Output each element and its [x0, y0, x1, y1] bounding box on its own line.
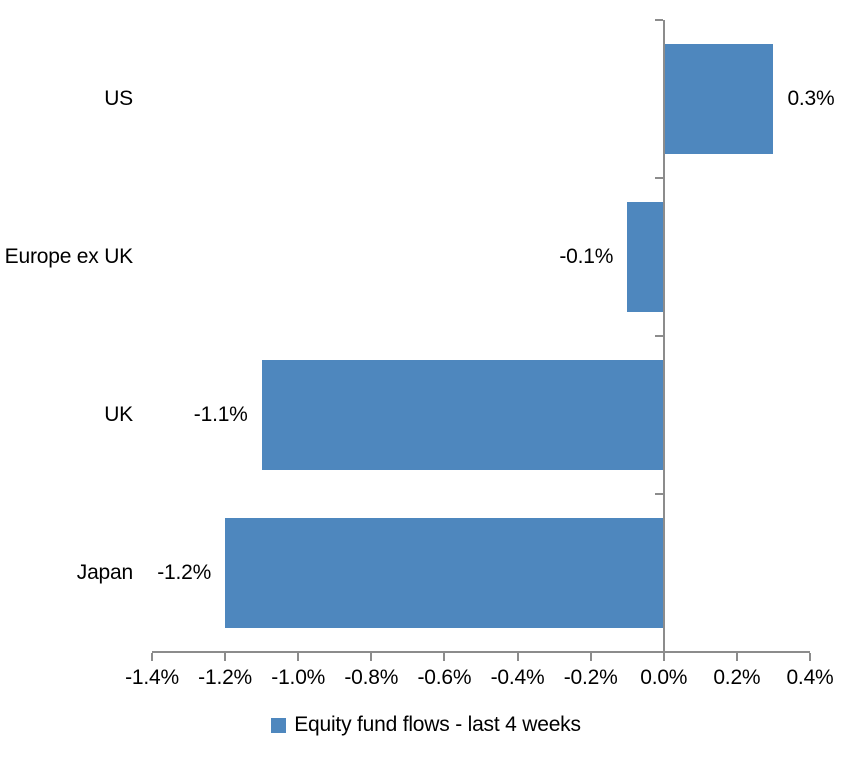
x-axis-tick-label: 0.4%	[786, 666, 834, 689]
category-label-us: US	[104, 87, 133, 110]
x-axis-tick	[516, 653, 519, 661]
legend: Equity fund flows - last 4 weeks	[0, 713, 852, 737]
legend-label: Equity fund flows - last 4 weeks	[294, 713, 581, 736]
category-axis-tick	[654, 335, 663, 337]
value-label-uk: -1.1%	[193, 403, 248, 426]
bar-japan	[225, 518, 664, 628]
x-axis-tick	[224, 653, 227, 661]
x-axis-tick	[297, 653, 300, 661]
x-axis-tick	[809, 653, 811, 661]
x-axis-tick	[589, 653, 592, 661]
category-label-japan: Japan	[76, 561, 133, 584]
category-axis-tick	[654, 177, 663, 179]
value-label-us: 0.3%	[787, 87, 835, 110]
legend-swatch-icon	[271, 717, 287, 733]
x-axis-tick-label: 0.0%	[640, 666, 688, 689]
bar-uk	[261, 360, 664, 470]
x-axis-tick-label: -0.8%	[344, 666, 399, 689]
category-axis-tick	[654, 19, 663, 21]
x-axis-tick	[443, 653, 446, 661]
category-axis-tick	[654, 651, 663, 653]
category-label-uk: UK	[104, 403, 133, 426]
category-axis-line	[662, 20, 665, 661]
x-axis-tick-label: -1.2%	[198, 666, 253, 689]
x-axis-tick	[735, 653, 738, 661]
category-label-europe-ex-uk: Europe ex UK	[4, 245, 134, 268]
category-axis-tick	[654, 493, 663, 495]
x-axis-tick-label: -0.6%	[417, 666, 472, 689]
x-axis-tick-label: 0.2%	[713, 666, 761, 689]
x-axis-tick	[662, 653, 665, 661]
x-axis-tick-label: -1.0%	[271, 666, 326, 689]
x-axis-tick	[370, 653, 373, 661]
x-axis-tick-label: -0.4%	[490, 666, 545, 689]
bar-europe-ex-uk	[627, 202, 664, 312]
x-axis-tick-label: -1.4%	[125, 666, 179, 689]
x-axis-tick-label: -0.2%	[563, 666, 618, 689]
x-axis-line	[152, 651, 810, 653]
value-label-europe-ex-uk: -0.1%	[559, 245, 614, 268]
bar-us	[663, 44, 774, 154]
x-axis-tick	[151, 653, 153, 661]
value-label-japan: -1.2%	[157, 561, 212, 584]
